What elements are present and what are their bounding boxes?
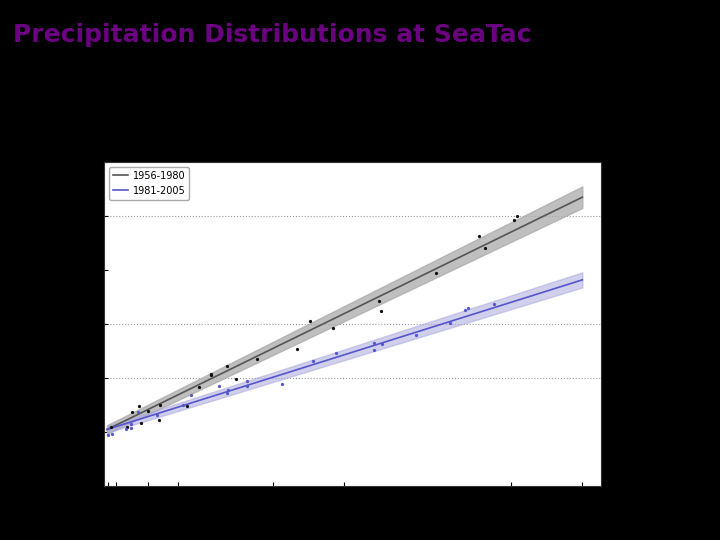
Point bbox=[488, 300, 500, 308]
Point bbox=[214, 382, 225, 390]
Point bbox=[194, 383, 205, 391]
Point bbox=[221, 389, 233, 397]
Point bbox=[242, 382, 253, 390]
Point bbox=[133, 402, 145, 410]
Text: Precipitation Distributions at SeaTac: Precipitation Distributions at SeaTac bbox=[13, 23, 531, 47]
Point bbox=[121, 424, 132, 433]
Point bbox=[205, 370, 217, 379]
Point bbox=[369, 346, 380, 355]
Point bbox=[508, 215, 519, 224]
Point bbox=[474, 232, 485, 240]
Y-axis label: Precipitation (inches): Precipitation (inches) bbox=[78, 265, 88, 383]
Point bbox=[205, 371, 217, 380]
Point bbox=[186, 391, 197, 400]
Point bbox=[135, 419, 146, 428]
Point bbox=[125, 424, 137, 433]
Point bbox=[181, 402, 192, 411]
Point bbox=[374, 297, 385, 306]
Point bbox=[230, 375, 242, 383]
Point bbox=[151, 411, 163, 420]
Point bbox=[177, 401, 189, 409]
Point bbox=[375, 307, 387, 315]
Point bbox=[126, 408, 138, 416]
Point bbox=[511, 212, 523, 220]
Point bbox=[241, 377, 253, 386]
Point bbox=[410, 331, 422, 340]
Point bbox=[125, 419, 137, 428]
Point bbox=[222, 385, 234, 394]
Point bbox=[251, 355, 262, 363]
Legend: 1956-1980, 1981-2005: 1956-1980, 1981-2005 bbox=[109, 167, 189, 199]
Point bbox=[107, 430, 118, 438]
Point bbox=[462, 303, 474, 312]
Point bbox=[142, 407, 153, 415]
Point bbox=[430, 269, 441, 278]
Point bbox=[122, 423, 133, 431]
Point bbox=[153, 416, 165, 425]
Point bbox=[102, 430, 113, 439]
Point bbox=[307, 357, 319, 366]
Point bbox=[330, 348, 341, 357]
Point bbox=[292, 345, 303, 353]
Point bbox=[221, 362, 233, 370]
X-axis label: Return Interval (years): Return Interval (years) bbox=[289, 507, 416, 516]
Point bbox=[106, 423, 117, 431]
Point bbox=[276, 380, 287, 388]
Point bbox=[132, 407, 144, 416]
Point bbox=[368, 339, 379, 348]
Point bbox=[154, 401, 166, 409]
Point bbox=[459, 306, 471, 314]
Point bbox=[377, 340, 388, 348]
Point bbox=[444, 319, 456, 328]
Point bbox=[305, 316, 316, 325]
Point bbox=[480, 244, 491, 253]
Point bbox=[328, 323, 339, 332]
